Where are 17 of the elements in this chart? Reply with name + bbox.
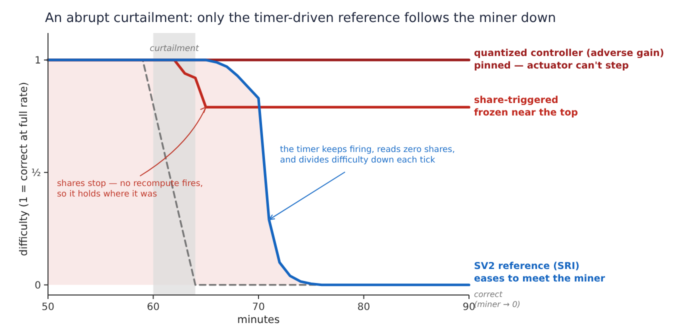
series-label: correct (miner → 0) (474, 290, 520, 309)
y-tick-label: ½ (31, 168, 42, 179)
series-label: quantized controller (adverse gain) pinned — actuator can't step (474, 48, 664, 72)
series-label: share-triggered frozen near the top (474, 95, 578, 119)
y-axis-title: difficulty (1 = correct at full rate) (18, 82, 30, 256)
x-tick-label: 70 (252, 302, 265, 313)
chart-title: An abrupt curtailment: only the timer-driven reference follows the miner down (45, 11, 556, 26)
band-label: curtailment (150, 44, 200, 54)
x-tick-label: 50 (42, 302, 54, 313)
series-label: SV2 reference (SRI) eases to meet the miner (474, 260, 606, 284)
x-axis-title: minutes (237, 314, 280, 326)
y-tick-label: 1 (34, 55, 41, 66)
x-tick-label: 60 (146, 302, 160, 313)
annotation: the timer keeps firing, reads zero shares, and divides difficulty down each tick (280, 145, 455, 166)
x-tick-label: 90 (462, 302, 476, 313)
x-tick-label: 80 (357, 302, 370, 313)
y-tick-label: 0 (34, 280, 41, 292)
